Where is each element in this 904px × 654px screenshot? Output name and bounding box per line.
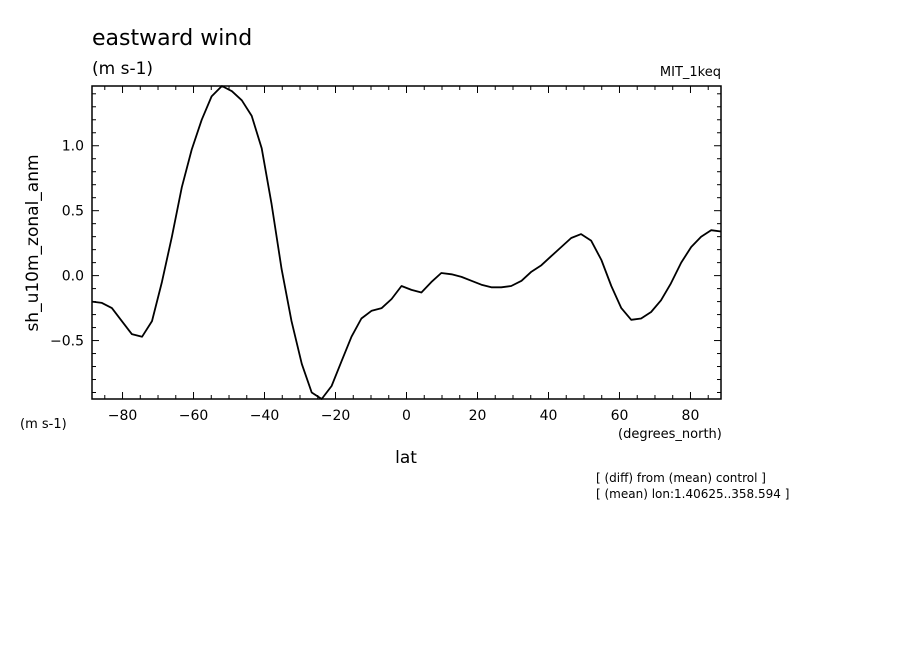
y-tick-labels: −0.5 0.0 0.5 1.0: [50, 139, 84, 350]
x-tick-label: 20: [469, 408, 487, 424]
x-tick-label: 60: [611, 408, 629, 424]
y-tick-label: −0.5: [50, 334, 84, 350]
note-mean: [ (mean) lon:1.40625..358.594 ]: [596, 487, 789, 501]
plot-frame: [91, 85, 722, 400]
x-tick-label: −40: [250, 408, 280, 424]
x-tick-label: 80: [682, 408, 700, 424]
series-line: [91, 85, 722, 400]
y-tick-label: 1.0: [62, 139, 84, 155]
note-diff: [ (diff) from (mean) control ]: [596, 471, 766, 485]
x-axis-label: lat: [395, 448, 417, 468]
y-axis-units: (m s-1): [20, 417, 67, 432]
x-tick-label: 40: [540, 408, 558, 424]
x-tick-label: −80: [108, 408, 138, 424]
y-axis-label: sh_u10m_zonal_anm: [23, 154, 43, 331]
x-tick-label: 0: [402, 408, 411, 424]
y-tick-label: 0.5: [62, 204, 84, 220]
chart-subtitle: (m s-1): [92, 59, 153, 79]
model-label: MIT_1keq: [660, 65, 721, 80]
x-axis-units: (degrees_north): [618, 427, 722, 442]
tick-marks: [92, 86, 721, 399]
x-tick-labels: −80 −60 −40 −20 0 20 40 60 80: [108, 408, 700, 424]
y-tick-label: 0.0: [62, 269, 84, 285]
chart-title: eastward wind: [92, 26, 252, 51]
x-tick-label: −60: [179, 408, 209, 424]
x-tick-label: −20: [321, 408, 351, 424]
